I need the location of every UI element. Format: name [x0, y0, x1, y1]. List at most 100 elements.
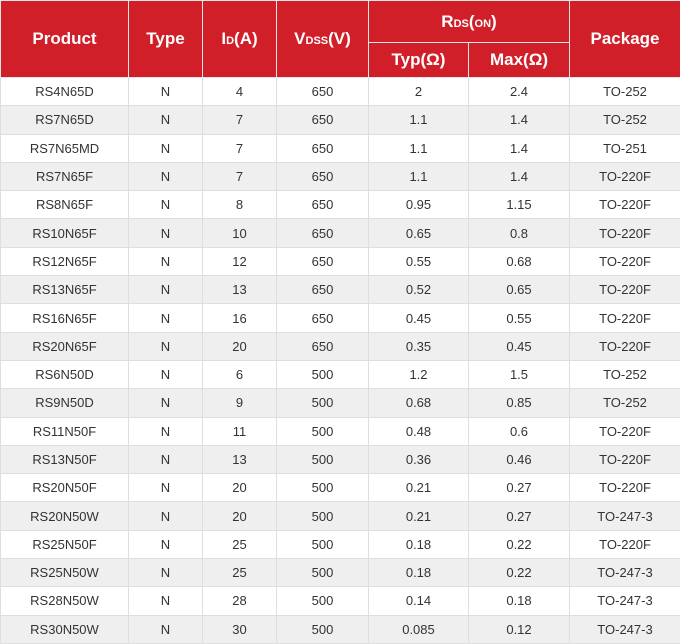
cell-package: TO-220F: [570, 474, 680, 502]
cell-package: TO-220F: [570, 219, 680, 247]
cell-type: N: [129, 106, 203, 134]
cell-vdss: 650: [277, 134, 369, 162]
cell-rds-typ: 0.55: [369, 247, 469, 275]
cell-type: N: [129, 530, 203, 558]
cell-id: 9: [203, 389, 277, 417]
cell-id: 8: [203, 191, 277, 219]
cell-rds-typ: 0.95: [369, 191, 469, 219]
cell-rds-max: 0.85: [469, 389, 570, 417]
cell-rds-max: 1.4: [469, 106, 570, 134]
cell-id: 7: [203, 134, 277, 162]
cell-package: TO-247-3: [570, 587, 680, 615]
cell-package: TO-220F: [570, 247, 680, 275]
cell-rds-typ: 1.1: [369, 106, 469, 134]
cell-package: TO-252: [570, 106, 680, 134]
cell-package: TO-220F: [570, 162, 680, 190]
cell-product: RS10N65F: [1, 219, 129, 247]
cell-rds-max: 0.55: [469, 304, 570, 332]
cell-rds-max: 1.4: [469, 134, 570, 162]
cell-package: TO-220F: [570, 304, 680, 332]
cell-vdss: 500: [277, 389, 369, 417]
cell-rds-typ: 0.52: [369, 276, 469, 304]
cell-product: RS9N50D: [1, 389, 129, 417]
header-max: Max(Ω): [469, 43, 570, 78]
cell-id: 13: [203, 445, 277, 473]
cell-vdss: 500: [277, 559, 369, 587]
cell-rds-typ: 0.35: [369, 332, 469, 360]
cell-rds-max: 0.8: [469, 219, 570, 247]
cell-vdss: 500: [277, 502, 369, 530]
cell-type: N: [129, 587, 203, 615]
cell-type: N: [129, 502, 203, 530]
cell-product: RS12N65F: [1, 247, 129, 275]
cell-product: RS13N50F: [1, 445, 129, 473]
cell-rds-max: 0.22: [469, 530, 570, 558]
cell-vdss: 500: [277, 530, 369, 558]
cell-rds-max: 0.65: [469, 276, 570, 304]
cell-vdss: 650: [277, 332, 369, 360]
cell-type: N: [129, 389, 203, 417]
cell-vdss: 650: [277, 78, 369, 106]
cell-rds-max: 0.6: [469, 417, 570, 445]
cell-product: RS7N65D: [1, 106, 129, 134]
cell-vdss: 650: [277, 162, 369, 190]
cell-id: 4: [203, 78, 277, 106]
cell-id: 20: [203, 474, 277, 502]
cell-id: 11: [203, 417, 277, 445]
cell-vdss: 500: [277, 615, 369, 643]
cell-product: RS25N50W: [1, 559, 129, 587]
cell-package: TO-220F: [570, 530, 680, 558]
cell-vdss: 650: [277, 247, 369, 275]
cell-product: RS6N50D: [1, 360, 129, 388]
cell-id: 28: [203, 587, 277, 615]
cell-package: TO-220F: [570, 191, 680, 219]
cell-product: RS30N50W: [1, 615, 129, 643]
header-rds-paren-close: ): [491, 12, 497, 31]
cell-product: RS20N50W: [1, 502, 129, 530]
header-id-sub: D: [226, 35, 234, 47]
cell-rds-typ: 2: [369, 78, 469, 106]
cell-rds-max: 1.4: [469, 162, 570, 190]
cell-vdss: 500: [277, 587, 369, 615]
cell-vdss: 650: [277, 304, 369, 332]
cell-package: TO-247-3: [570, 502, 680, 530]
cell-rds-max: 0.27: [469, 474, 570, 502]
cell-product: RS16N65F: [1, 304, 129, 332]
cell-rds-typ: 1.1: [369, 134, 469, 162]
cell-type: N: [129, 445, 203, 473]
cell-vdss: 650: [277, 106, 369, 134]
cell-product: RS28N50W: [1, 587, 129, 615]
cell-rds-typ: 0.21: [369, 502, 469, 530]
header-vdss-main: V: [294, 29, 305, 48]
cell-id: 13: [203, 276, 277, 304]
cell-type: N: [129, 332, 203, 360]
header-product: Product: [1, 1, 129, 78]
header-id-unit: (A): [234, 29, 258, 48]
cell-package: TO-220F: [570, 276, 680, 304]
cell-id: 16: [203, 304, 277, 332]
cell-product: RS4N65D: [1, 78, 129, 106]
header-vdss-sub: DSS: [306, 35, 329, 47]
cell-rds-typ: 1.1: [369, 162, 469, 190]
cell-rds-max: 0.27: [469, 502, 570, 530]
cell-id: 25: [203, 530, 277, 558]
cell-vdss: 500: [277, 445, 369, 473]
header-rds-on: RDS(ON): [369, 1, 570, 43]
cell-type: N: [129, 276, 203, 304]
header-rds-on-sub: ON: [475, 18, 492, 30]
cell-rds-typ: 0.085: [369, 615, 469, 643]
header-vdss: VDSS(V): [277, 1, 369, 78]
